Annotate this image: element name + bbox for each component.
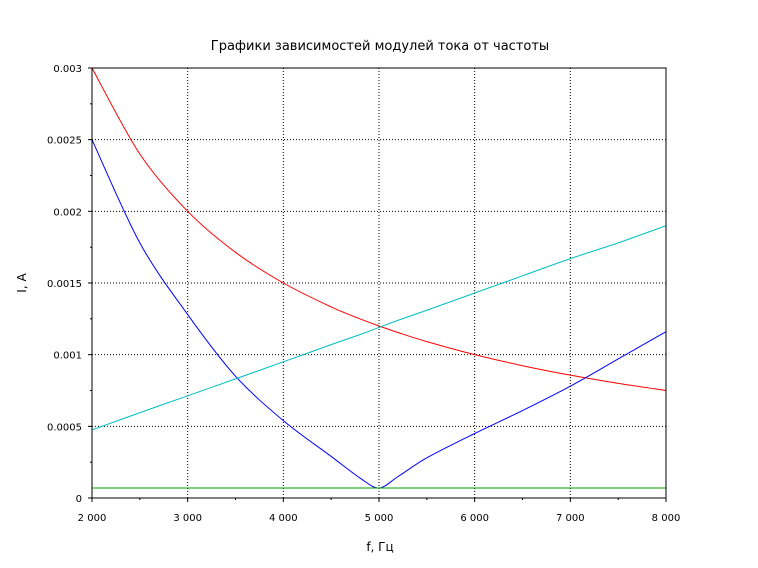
x-tick-label: 8 000: [652, 513, 681, 524]
x-tick-label: 2 000: [78, 513, 107, 524]
chart-title: Графики зависимостей модулей тока от час…: [211, 39, 549, 54]
series-line-2: [91, 139, 667, 489]
y-tick-label: 0.0015: [47, 279, 82, 290]
y-tick-label: 0: [76, 494, 82, 505]
y-axis-label: I, A: [15, 273, 29, 293]
x-tick-label: 4 000: [269, 513, 298, 524]
x-tick-label: 3 000: [173, 513, 202, 524]
x-axis-label: f, Гц: [366, 540, 393, 554]
x-tick-label: 7 000: [556, 513, 585, 524]
y-tick-label: 0.0025: [47, 136, 82, 147]
series-layer: [91, 67, 667, 489]
y-tick-label: 0.001: [53, 351, 82, 362]
y-tick-label: 0.0005: [47, 422, 82, 433]
y-tick-label: 0.002: [53, 207, 82, 218]
plot-frame: [91, 67, 667, 499]
grid: [92, 68, 666, 498]
x-tick-label: 6 000: [460, 513, 489, 524]
y-tick-label: 0.003: [53, 64, 82, 75]
ticks: 2 000 3 000 4 000 5 000 6 000 7 000 8 000 0 0.00…: [47, 64, 680, 524]
x-tick-label: 5 000: [365, 513, 394, 524]
series-line-3: [91, 225, 667, 431]
series-line-1: [91, 67, 667, 391]
